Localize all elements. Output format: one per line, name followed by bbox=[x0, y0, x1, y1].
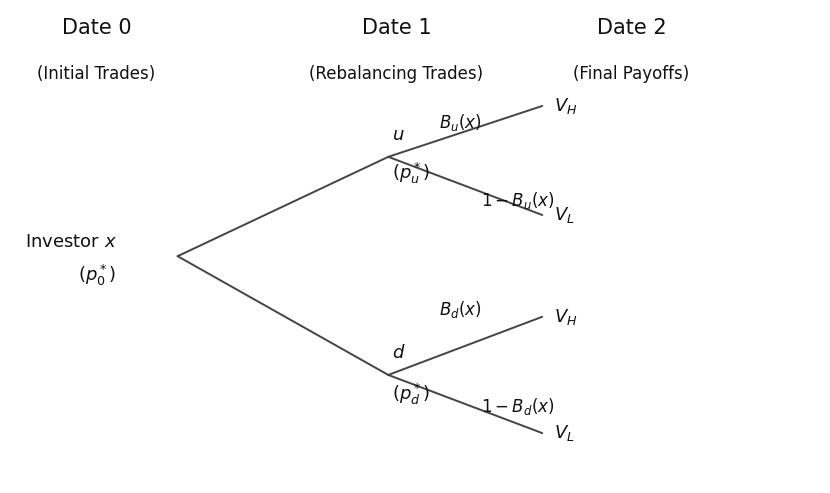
Text: (Final Payoffs): (Final Payoffs) bbox=[574, 66, 690, 83]
Text: (Initial Trades): (Initial Trades) bbox=[37, 66, 156, 83]
Text: $u$: $u$ bbox=[393, 126, 405, 144]
Text: $(p_u^*)$: $(p_u^*)$ bbox=[393, 161, 431, 186]
Text: $V_L$: $V_L$ bbox=[554, 423, 575, 443]
Text: Investor $x$: Investor $x$ bbox=[25, 233, 117, 250]
Text: Date 0: Date 0 bbox=[61, 18, 131, 38]
Text: $(p_0^*)$: $(p_0^*)$ bbox=[78, 263, 117, 288]
Text: Date 1: Date 1 bbox=[362, 18, 432, 38]
Text: Date 2: Date 2 bbox=[597, 18, 666, 38]
Text: $B_u(x)$: $B_u(x)$ bbox=[439, 112, 481, 134]
Text: $V_H$: $V_H$ bbox=[554, 96, 578, 116]
Text: $V_H$: $V_H$ bbox=[554, 307, 578, 327]
Text: $V_L$: $V_L$ bbox=[554, 205, 575, 225]
Text: (Rebalancing Trades): (Rebalancing Trades) bbox=[310, 66, 483, 83]
Text: $d$: $d$ bbox=[393, 344, 406, 362]
Text: $B_d(x)$: $B_d(x)$ bbox=[439, 299, 481, 320]
Text: $1 - B_u(x)$: $1 - B_u(x)$ bbox=[481, 190, 555, 211]
Text: $(p_d^*)$: $(p_d^*)$ bbox=[393, 382, 431, 407]
Text: $1 - B_d(x)$: $1 - B_d(x)$ bbox=[481, 396, 555, 417]
